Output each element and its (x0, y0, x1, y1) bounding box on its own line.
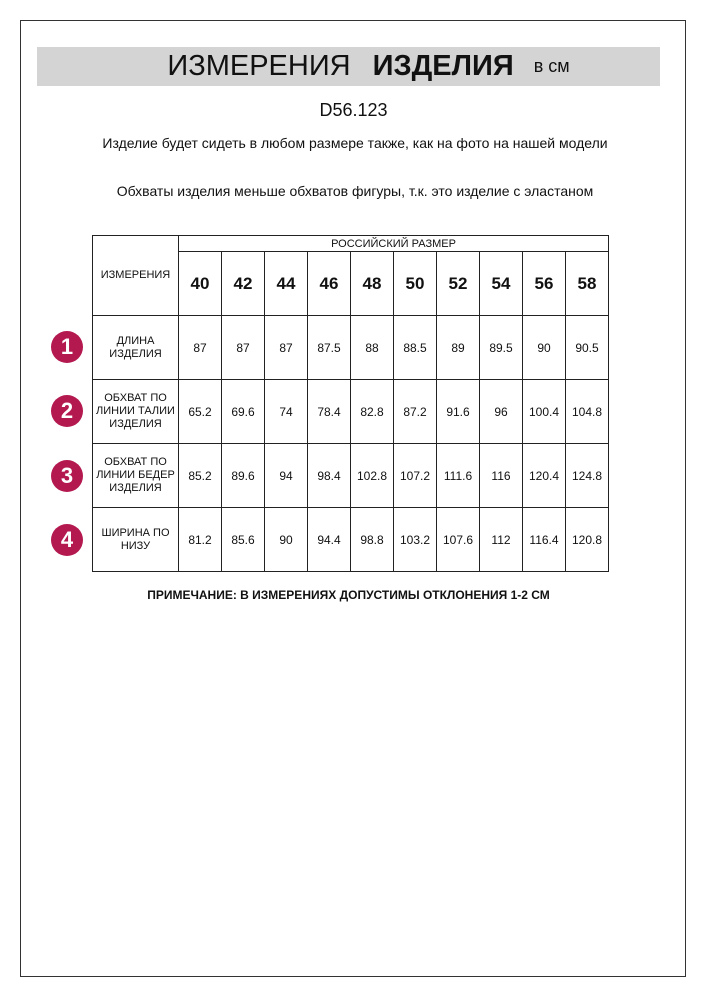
row-number-badge: 3 (51, 459, 83, 492)
page-frame (20, 20, 686, 977)
measurement-value: 120.8 (565, 507, 609, 572)
measurement-value: 89.5 (479, 315, 523, 380)
measurement-value: 90 (264, 507, 308, 572)
measurement-value: 88.5 (393, 315, 437, 380)
size-table: ИЗМЕРЕНИЯ РОССИЙСКИЙ РАЗМЕР 40 42 44 46 48 50 52… (92, 235, 609, 572)
measurement-value: 90 (522, 315, 566, 380)
size-header: 54 (479, 251, 523, 316)
row-number-badge: 1 (51, 331, 83, 363)
table-row: ШИРИНА ПО НИЗУ 81.2 85.6 90 94.4 98.8 103.2 107… (92, 507, 609, 572)
measurement-label: ОБХВАТ ПО ЛИНИИ ТАЛИИ ИЗДЕЛИЯ (92, 379, 179, 444)
measurement-value: 116 (479, 443, 523, 508)
title-unit: в см (533, 56, 570, 76)
measurement-value: 91.6 (436, 379, 480, 444)
measurement-value: 98.8 (350, 507, 394, 572)
measurement-label: ОБХВАТ ПО ЛИНИИ БЕДЕР ИЗДЕЛИЯ (92, 443, 179, 508)
size-header: 58 (565, 251, 609, 316)
measurement-value: 69.6 (221, 379, 265, 444)
title-regular: ИЗМЕРЕНИЯ (167, 50, 351, 82)
measurement-value: 65.2 (178, 379, 222, 444)
row-number-badge: 4 (51, 523, 83, 556)
measurement-value: 85.2 (178, 443, 222, 508)
measurement-value: 87 (221, 315, 265, 380)
product-code: D56.123 (319, 100, 388, 120)
row-number-badge: 2 (51, 395, 83, 428)
measurement-value: 89.6 (221, 443, 265, 508)
footnote: ПРИМЕЧАНИЕ: В ИЗМЕРЕНИЯХ ДОПУСТИМЫ ОТКЛО… (147, 588, 550, 602)
measurement-value: 85.6 (221, 507, 265, 572)
note-elastane: Обхваты изделия меньше обхватов фигуры, … (116, 183, 594, 199)
measurement-value: 116.4 (522, 507, 566, 572)
table-row: ДЛИНА ИЗДЕЛИЯ 87 87 87 87.5 88 88.5 89 89.5 90 90.… (92, 315, 609, 380)
measurement-value: 107.6 (436, 507, 480, 572)
measurement-label: ДЛИНА ИЗДЕЛИЯ (92, 315, 179, 380)
size-header: 48 (350, 251, 394, 316)
size-header: 40 (178, 251, 222, 316)
note-fit: Изделие будет сидеть в любом размере так… (102, 135, 608, 151)
measurement-value: 74 (264, 379, 308, 444)
measurement-value: 87 (264, 315, 308, 380)
header-band (37, 47, 660, 86)
measurement-value: 87.2 (393, 379, 437, 444)
measurement-value: 81.2 (178, 507, 222, 572)
measurement-value: 82.8 (350, 379, 394, 444)
measurement-value: 88 (350, 315, 394, 380)
title-bold: ИЗДЕЛИЯ (372, 50, 514, 82)
measurement-label: ШИРИНА ПО НИЗУ (92, 507, 179, 572)
size-group-label: РОССИЙСКИЙ РАЗМЕР (178, 235, 609, 252)
corner-label: ИЗМЕРЕНИЯ (92, 235, 179, 316)
measurement-value: 89 (436, 315, 480, 380)
size-header: 42 (221, 251, 265, 316)
page-title: ИЗМЕРЕНИЯ ИЗДЕЛИЯ в см (0, 47, 707, 86)
size-header: 52 (436, 251, 480, 316)
measurement-value: 111.6 (436, 443, 480, 508)
measurement-value: 103.2 (393, 507, 437, 572)
measurement-value: 87.5 (307, 315, 351, 380)
measurement-value: 94.4 (307, 507, 351, 572)
size-header: 56 (522, 251, 566, 316)
measurement-value: 96 (479, 379, 523, 444)
measurement-value: 104.8 (565, 379, 609, 444)
measurement-value: 90.5 (565, 315, 609, 380)
size-header: 50 (393, 251, 437, 316)
table-row: ОБХВАТ ПО ЛИНИИ БЕДЕР ИЗДЕЛИЯ 85.2 89.6 94 9… (92, 443, 609, 508)
measurement-value: 78.4 (307, 379, 351, 444)
measurement-value: 124.8 (565, 443, 609, 508)
measurement-value: 100.4 (522, 379, 566, 444)
measurement-value: 102.8 (350, 443, 394, 508)
measurement-value: 98.4 (307, 443, 351, 508)
size-header: 44 (264, 251, 308, 316)
measurement-value: 112 (479, 507, 523, 572)
measurement-value: 107.2 (393, 443, 437, 508)
measurement-value: 120.4 (522, 443, 566, 508)
size-header: 46 (307, 251, 351, 316)
measurement-value: 94 (264, 443, 308, 508)
measurement-value: 87 (178, 315, 222, 380)
table-row: ОБХВАТ ПО ЛИНИИ ТАЛИИ ИЗДЕЛИЯ 65.2 69.6 74 7… (92, 379, 609, 444)
